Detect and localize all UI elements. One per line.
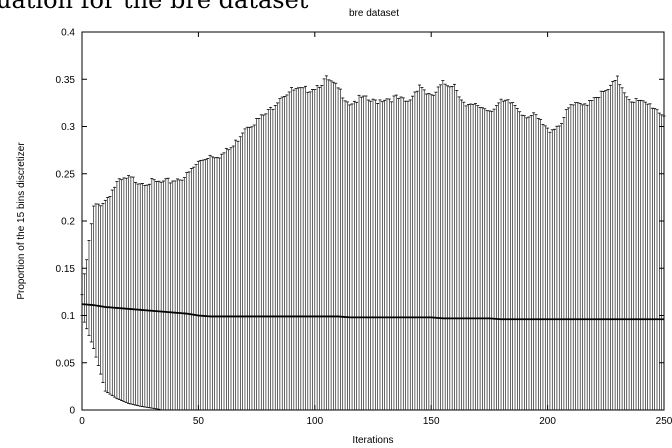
error-bars [80, 75, 666, 410]
x-tick-label: 200 [539, 416, 556, 427]
y-tick-label: 0.25 [56, 169, 76, 180]
y-tick-label: 0.4 [61, 28, 75, 39]
x-tick-label: 0 [79, 416, 85, 427]
y-tick-label: 0.1 [61, 311, 75, 322]
x-tick-label: 100 [306, 416, 323, 427]
x-tick-label: 150 [423, 416, 440, 427]
x-tick-label: 250 [656, 416, 672, 427]
caption-fragment: uation for the bre dataset [0, 0, 309, 14]
y-axis-label: Proportion of the 15 bins discretizer [16, 142, 27, 300]
y-tick-label: 0.35 [56, 75, 76, 86]
mean-series [81, 303, 664, 321]
y-tick-label: 0.15 [56, 264, 76, 275]
chart-title: bre dataset [349, 8, 399, 19]
y-tick-label: 0.3 [61, 122, 75, 133]
y-axis: 0 0.05 0.1 0.15 0.2 0.25 0.3 0.35 0.4 [56, 28, 664, 417]
y-tick-label: 0.2 [61, 217, 75, 228]
x-axis-label: Iterations [352, 435, 393, 446]
y-tick-label: 0 [69, 406, 75, 417]
x-tick-label: 50 [193, 416, 205, 427]
mean-line [81, 303, 664, 321]
y-tick-label: 0.05 [56, 358, 76, 369]
